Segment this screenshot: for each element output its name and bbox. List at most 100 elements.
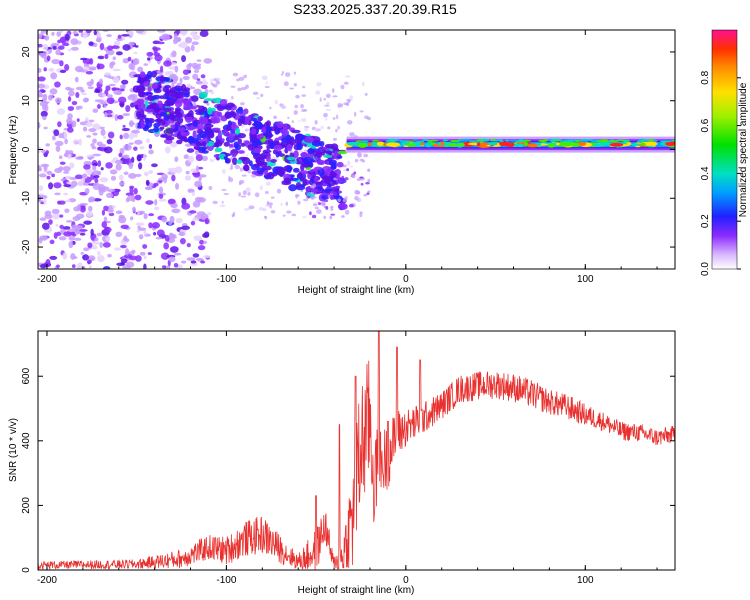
spectrogram-noise-cell — [59, 214, 64, 218]
spectrogram-noise-cell — [75, 156, 84, 160]
spectrogram-noise-cell — [187, 188, 195, 193]
spectrogram-noise-cell — [97, 160, 102, 167]
spectrogram-ytick-label: -10 — [21, 191, 32, 206]
spectrogram-noise-cell — [199, 239, 205, 245]
spectrogram-noise-cell — [103, 146, 113, 154]
spectrogram-ytick-label: -20 — [21, 239, 32, 254]
spectrogram-noise-cell — [56, 108, 66, 115]
spectrogram-noise-cell — [92, 165, 97, 171]
spectrogram-noise-cell — [248, 205, 255, 210]
spectrogram-noise-cell — [175, 217, 183, 224]
spectrogram-signal-cell — [251, 117, 256, 122]
spectrogram-noise-cell — [157, 30, 166, 33]
spectrogram-noise-cell — [72, 30, 78, 35]
spectrogram-noise-cell — [143, 213, 148, 220]
spectrogram-signal-cell — [306, 195, 311, 199]
spectrogram-noise-cell — [173, 252, 182, 256]
spectrogram-signal-cell — [329, 215, 333, 220]
spectrogram-noise-cell — [194, 196, 203, 203]
spectrogram-noise-cell — [252, 91, 259, 96]
colorbar-tick-label: 0.6 — [700, 118, 711, 132]
spectrogram-noise-cell — [171, 50, 177, 58]
spectrogram-noise-cell — [161, 33, 170, 41]
spectrogram-noise-cell — [245, 187, 251, 193]
spectrogram-noise-cell — [129, 185, 135, 189]
spectrogram-noise-cell — [168, 220, 173, 226]
spectrogram-noise-cell — [212, 200, 218, 205]
spectrogram-noise-cell — [63, 183, 72, 188]
spectrogram-noise-cell — [118, 152, 123, 158]
spectrogram-noise-cell — [129, 255, 137, 261]
spectrogram-signal-cell — [140, 121, 145, 129]
spectrogram-noise-cell — [134, 45, 139, 48]
spectrogram-noise-cell — [270, 210, 276, 214]
spectrogram-noise-cell — [76, 118, 80, 122]
spectrogram-noise-cell — [112, 76, 120, 84]
spectrogram-signal-cell — [311, 214, 317, 219]
spectrogram-signal-cell — [148, 118, 155, 124]
spectrogram-noise-cell — [51, 58, 61, 65]
spectrogram-carrier-cell — [594, 143, 603, 147]
spectrogram-noise-cell — [85, 169, 93, 174]
spectrogram-noise-cell — [135, 255, 142, 262]
spectrogram-noise-cell — [146, 51, 154, 57]
spectrogram-signal-cell — [211, 127, 221, 131]
spectrogram-noise-cell — [70, 46, 79, 51]
spectrogram-signal-cell — [283, 177, 291, 184]
spectrogram-noise-cell — [135, 30, 144, 34]
spectrogram-noise-cell — [293, 110, 298, 115]
spectrogram-signal-cell — [316, 150, 323, 159]
spectrogram-signal-cell — [276, 168, 286, 176]
spectrogram-noise-cell — [171, 174, 176, 182]
spectrogram-noise-cell — [295, 194, 299, 199]
spectrogram-noise-cell — [88, 119, 95, 123]
spectrogram-noise-cell — [126, 195, 135, 202]
spectrogram-noise-cell — [336, 114, 339, 120]
spectrogram-noise-cell — [287, 116, 290, 119]
spectrogram-noise-cell — [345, 102, 350, 107]
spectrogram-noise-cell — [67, 106, 75, 111]
spectrogram-carrier-cell — [412, 138, 419, 141]
spectrogram-noise-cell — [361, 81, 365, 87]
spectrogram-signal-cell — [234, 143, 242, 151]
spectrogram-signal-cell — [188, 126, 196, 130]
spectrogram-noise-cell — [148, 149, 154, 155]
spectrogram-noise-cell — [81, 173, 88, 178]
spectrogram-noise-cell — [68, 48, 72, 52]
spectrogram-signal-cell — [333, 169, 338, 173]
spectrogram-noise-cell — [64, 138, 68, 145]
spectrogram-noise-cell — [332, 116, 336, 120]
spectrogram-noise-cell — [133, 146, 138, 151]
spectrogram-noise-cell — [354, 111, 357, 117]
spectrogram-signal-cell — [201, 106, 208, 112]
spectrogram-noise-cell — [203, 58, 213, 64]
spectrogram-noise-cell — [132, 58, 140, 65]
spectrogram-noise-cell — [67, 153, 72, 160]
spectrogram-signal-cell — [312, 203, 318, 206]
spectrogram-noise-cell — [176, 82, 183, 86]
spectrogram-noise-cell — [74, 65, 84, 73]
spectrogram-noise-cell — [74, 237, 82, 241]
spectrogram-signal-cell — [262, 165, 272, 171]
spectrogram-noise-cell — [38, 173, 47, 178]
spectrogram-signal-cell — [144, 100, 149, 106]
spectrogram-noise-cell — [128, 41, 135, 46]
spectrogram-noise-cell — [239, 179, 245, 184]
spectrogram-noise-cell — [175, 182, 180, 190]
spectrogram-noise-cell — [154, 206, 160, 211]
spectrogram-signal-cell — [344, 177, 349, 181]
spectrogram-signal-cell — [330, 213, 336, 216]
spectrogram-noise-cell — [203, 240, 207, 244]
spectrogram-signal-cell — [204, 98, 214, 102]
spectrogram-noise-cell — [247, 191, 251, 196]
spectrogram-noise-cell — [281, 104, 286, 108]
spectrogram-noise-cell — [128, 133, 134, 140]
spectrogram-signal-cell — [155, 113, 163, 119]
spectrogram-signal-cell — [243, 108, 249, 115]
spectrogram-noise-cell — [105, 236, 110, 242]
spectrogram-signal-cell — [176, 87, 182, 92]
spectrogram-noise-cell — [52, 212, 61, 220]
spectrogram-carrier-cell — [648, 139, 654, 142]
spectrogram-signal-cell — [138, 90, 145, 98]
spectrogram-signal-cell — [248, 160, 253, 167]
